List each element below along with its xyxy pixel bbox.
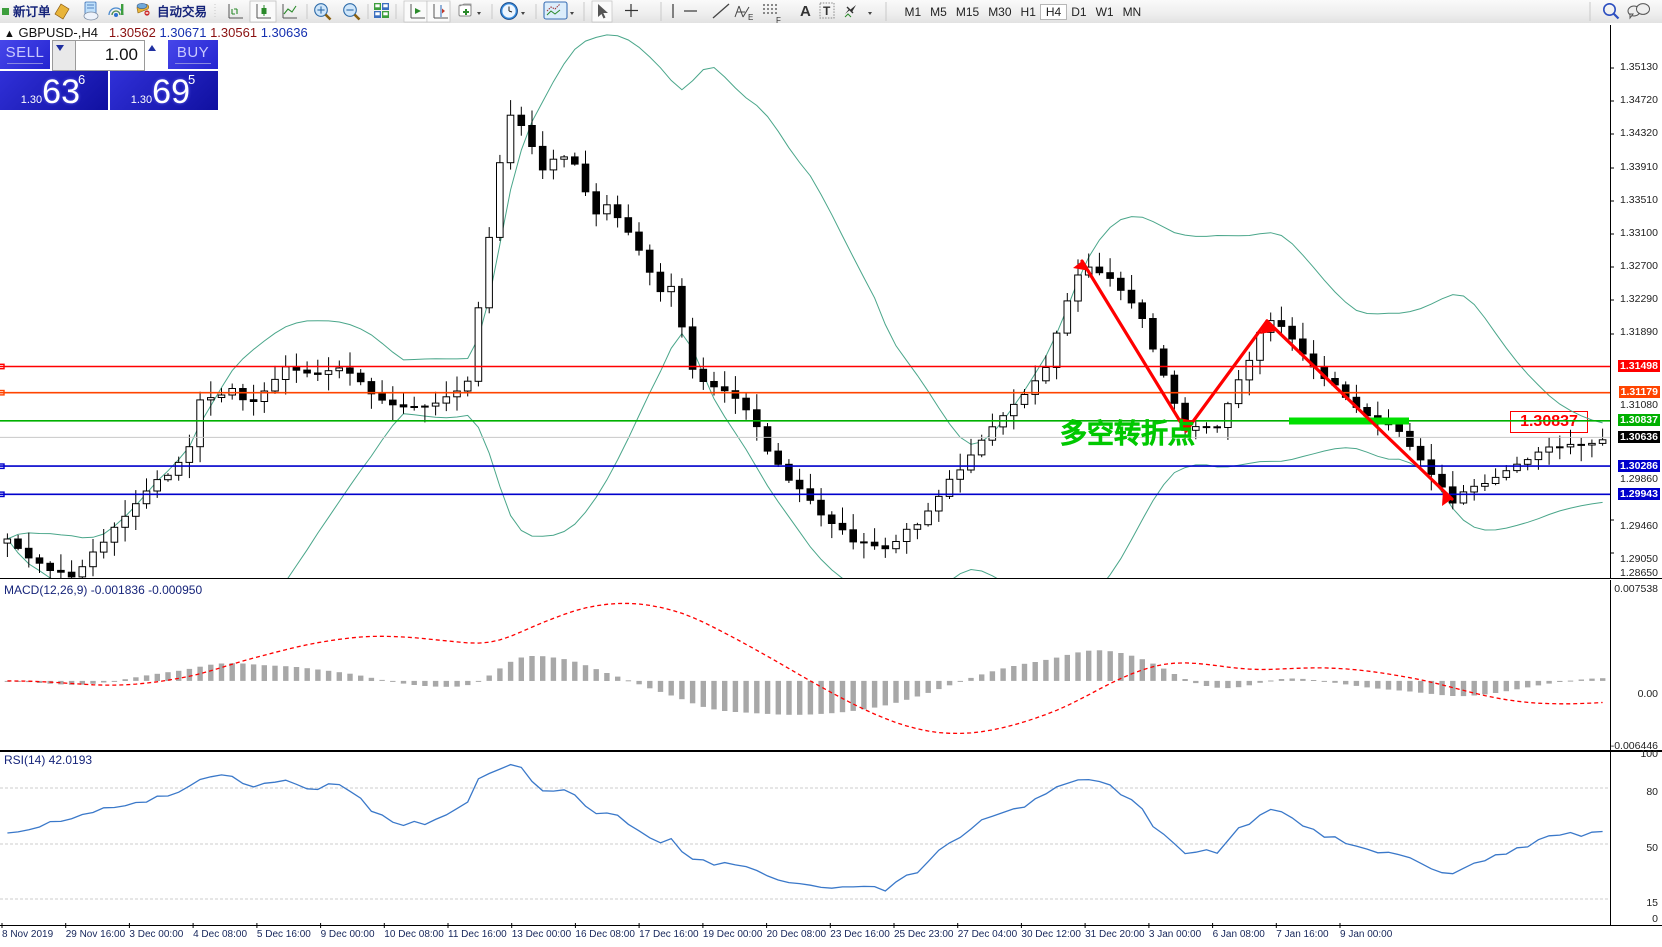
svg-text:多空转折点: 多空转折点 <box>1060 418 1195 449</box>
